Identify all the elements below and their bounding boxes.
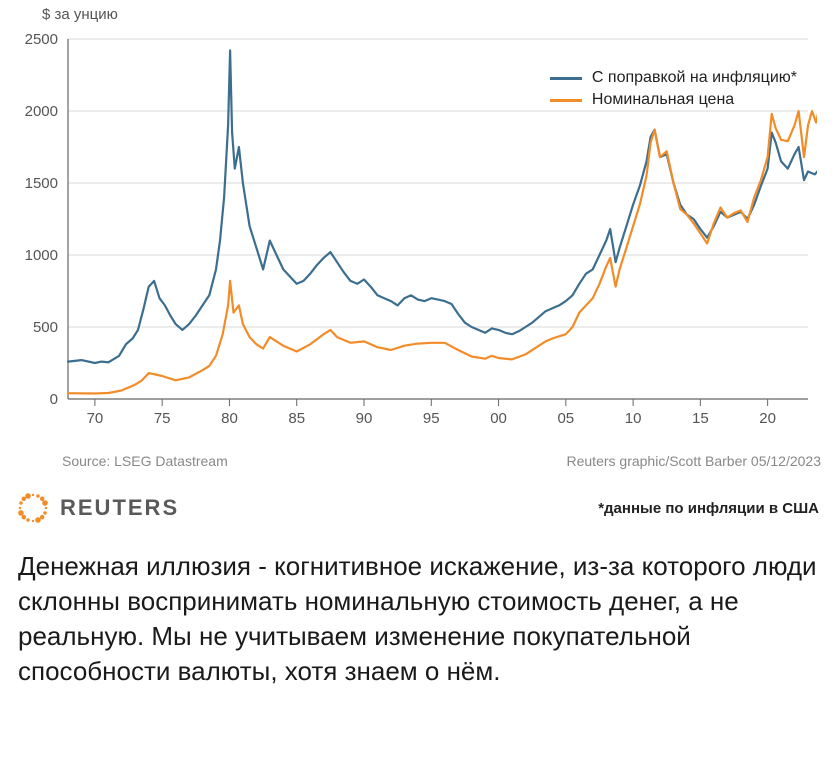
svg-text:2500: 2500 bbox=[25, 31, 58, 48]
svg-text:2000: 2000 bbox=[25, 103, 58, 120]
y-axis-label: $ за унцию bbox=[42, 6, 823, 23]
svg-text:15: 15 bbox=[692, 410, 709, 427]
svg-text:20: 20 bbox=[759, 410, 776, 427]
legend-label-inflation: С поправкой на инфляцию* bbox=[592, 69, 797, 87]
logo-row: REUTERS *данные по инфляции в США bbox=[16, 491, 819, 525]
source-right: Reuters graphic/Scott Barber 05/12/2023 bbox=[567, 453, 822, 469]
svg-text:85: 85 bbox=[288, 410, 305, 427]
svg-text:90: 90 bbox=[356, 410, 373, 427]
source-left: Source: LSEG Datastream bbox=[62, 453, 228, 469]
page-root: $ за унцию 05001000150020002500707580859… bbox=[0, 0, 835, 707]
legend: С поправкой на инфляцию* Номинальная цен… bbox=[550, 69, 797, 113]
legend-item-inflation: С поправкой на инфляцию* bbox=[550, 69, 797, 87]
reuters-logo: REUTERS bbox=[16, 491, 179, 525]
legend-item-nominal: Номинальная цена bbox=[550, 91, 797, 109]
svg-text:500: 500 bbox=[33, 319, 58, 336]
legend-swatch-inflation bbox=[550, 77, 582, 80]
svg-text:0: 0 bbox=[50, 391, 58, 408]
svg-text:1000: 1000 bbox=[25, 247, 58, 264]
footnote: *данные по инфляции в США bbox=[598, 500, 819, 517]
svg-text:70: 70 bbox=[87, 410, 104, 427]
svg-text:95: 95 bbox=[423, 410, 440, 427]
body-paragraph: Денежная иллюзия - когнитивное искажение… bbox=[18, 549, 817, 689]
svg-text:05: 05 bbox=[557, 410, 574, 427]
svg-text:80: 80 bbox=[221, 410, 238, 427]
source-row: Source: LSEG Datastream Reuters graphic/… bbox=[62, 453, 821, 469]
reuters-logo-text: REUTERS bbox=[60, 495, 179, 521]
svg-text:10: 10 bbox=[625, 410, 642, 427]
svg-text:1500: 1500 bbox=[25, 175, 58, 192]
legend-label-nominal: Номинальная цена bbox=[592, 91, 734, 109]
chart-container: 0 500 1000 1500 2000 2500 70 75 80 85 90 95 00 05 10 15… bbox=[12, 27, 817, 447]
svg-text:75: 75 bbox=[154, 410, 171, 427]
svg-text:00: 00 bbox=[490, 410, 507, 427]
legend-swatch-nominal bbox=[550, 99, 582, 102]
reuters-ring-icon bbox=[16, 491, 50, 525]
